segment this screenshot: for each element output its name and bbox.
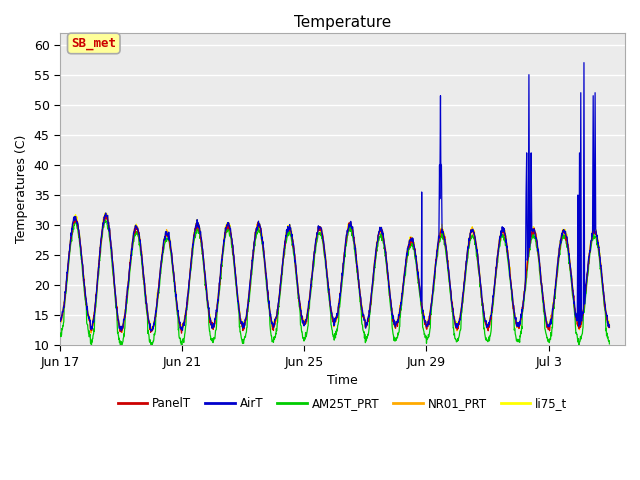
AM25T_PRT [605, 341, 613, 347]
NR01_PRT [349, 230, 357, 236]
NR01_PRT [531, 228, 538, 234]
PanelT [605, 323, 613, 329]
li75_t [88, 321, 96, 327]
PanelT [301, 322, 309, 327]
PanelT [56, 318, 64, 324]
Line: AM25T_PRT: AM25T_PRT [60, 220, 609, 347]
AM25T_PRT [88, 336, 96, 341]
li75_t [605, 324, 613, 330]
Line: NR01_PRT: NR01_PRT [60, 214, 609, 333]
AM25T_PRT [56, 334, 64, 339]
Legend: PanelT, AirT, AM25T_PRT, NR01_PRT, li75_t: PanelT, AirT, AM25T_PRT, NR01_PRT, li75_… [113, 392, 572, 414]
NR01_PRT [410, 242, 417, 248]
AM25T_PRT [531, 234, 538, 240]
AirT [292, 263, 300, 268]
AM25T_PRT [349, 235, 357, 241]
Text: SB_met: SB_met [71, 37, 116, 50]
NR01_PRT [89, 320, 97, 325]
AirT [301, 322, 308, 327]
PanelT [88, 324, 96, 329]
NR01_PRT [56, 318, 64, 324]
li75_t [410, 242, 417, 248]
Title: Temperature: Temperature [294, 15, 391, 30]
PanelT [531, 225, 538, 231]
PanelT [102, 212, 110, 218]
AirT [56, 317, 64, 323]
AirT [605, 324, 613, 330]
AM25T_PRT [301, 334, 309, 340]
AM25T_PRT [410, 246, 417, 252]
Line: PanelT: PanelT [60, 215, 609, 333]
AM25T_PRT [292, 276, 300, 282]
PanelT [178, 330, 186, 336]
NR01_PRT [87, 330, 95, 336]
X-axis label: Time: Time [327, 374, 358, 387]
li75_t [178, 326, 186, 332]
AM25T_PRT [178, 344, 186, 350]
AirT [530, 228, 538, 233]
PanelT [410, 241, 417, 247]
AM25T_PRT [102, 217, 109, 223]
Line: AirT: AirT [60, 62, 609, 331]
li75_t [102, 210, 109, 216]
NR01_PRT [605, 323, 613, 329]
li75_t [301, 318, 309, 324]
li75_t [56, 316, 64, 322]
Line: li75_t: li75_t [60, 213, 609, 329]
NR01_PRT [102, 211, 110, 216]
AirT [580, 60, 588, 65]
PanelT [292, 270, 300, 276]
Y-axis label: Temperatures (C): Temperatures (C) [15, 135, 28, 243]
li75_t [349, 230, 357, 236]
AirT [349, 224, 356, 230]
NR01_PRT [292, 270, 300, 276]
AirT [88, 322, 96, 327]
li75_t [531, 231, 538, 237]
PanelT [349, 232, 357, 238]
li75_t [292, 271, 300, 276]
AirT [147, 328, 155, 334]
AirT [410, 239, 417, 245]
NR01_PRT [301, 317, 309, 323]
